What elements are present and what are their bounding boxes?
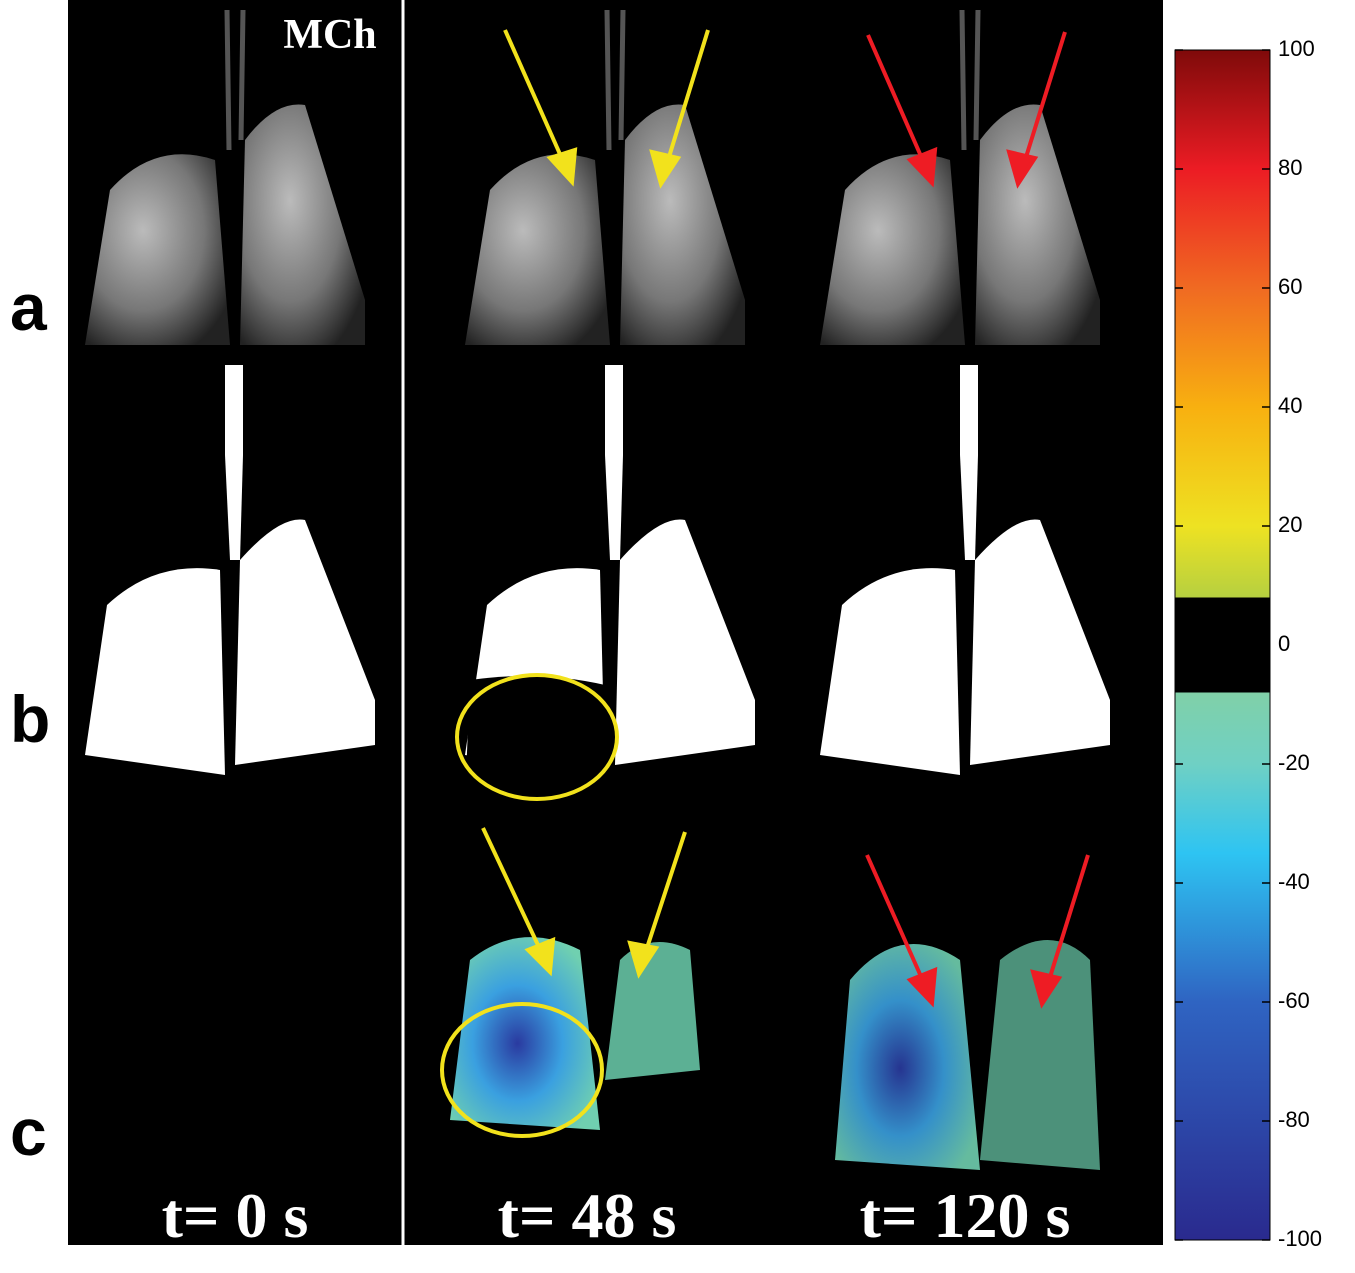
change-map xyxy=(835,944,980,1170)
change-map xyxy=(450,937,600,1130)
time-label: t= 120 s xyxy=(860,1180,1071,1251)
row-label: c xyxy=(10,1095,47,1169)
tick-label: 20 xyxy=(1278,512,1302,537)
tick-label: 60 xyxy=(1278,274,1302,299)
tick-label: 80 xyxy=(1278,155,1302,180)
colorbar xyxy=(1175,50,1270,1240)
time-label: t= 48 s xyxy=(498,1180,677,1251)
figure: MCh a b c t= 0 s t= 48 s t= 120 s 100 80 6… xyxy=(0,0,1355,1273)
row-label: b xyxy=(10,682,50,756)
row-label: a xyxy=(10,270,48,344)
tick-label: 0 xyxy=(1278,631,1290,656)
tick-label: -40 xyxy=(1278,869,1310,894)
time-label: t= 0 s xyxy=(162,1180,309,1251)
panel-label: MCh xyxy=(283,12,376,58)
tick-label: 100 xyxy=(1278,36,1315,61)
tick-label: -100 xyxy=(1278,1226,1322,1251)
tick-label: -60 xyxy=(1278,988,1310,1013)
mask-gap xyxy=(465,676,610,800)
tick-label: -20 xyxy=(1278,750,1310,775)
tick-label: -80 xyxy=(1278,1107,1310,1132)
tick-label: 40 xyxy=(1278,393,1302,418)
